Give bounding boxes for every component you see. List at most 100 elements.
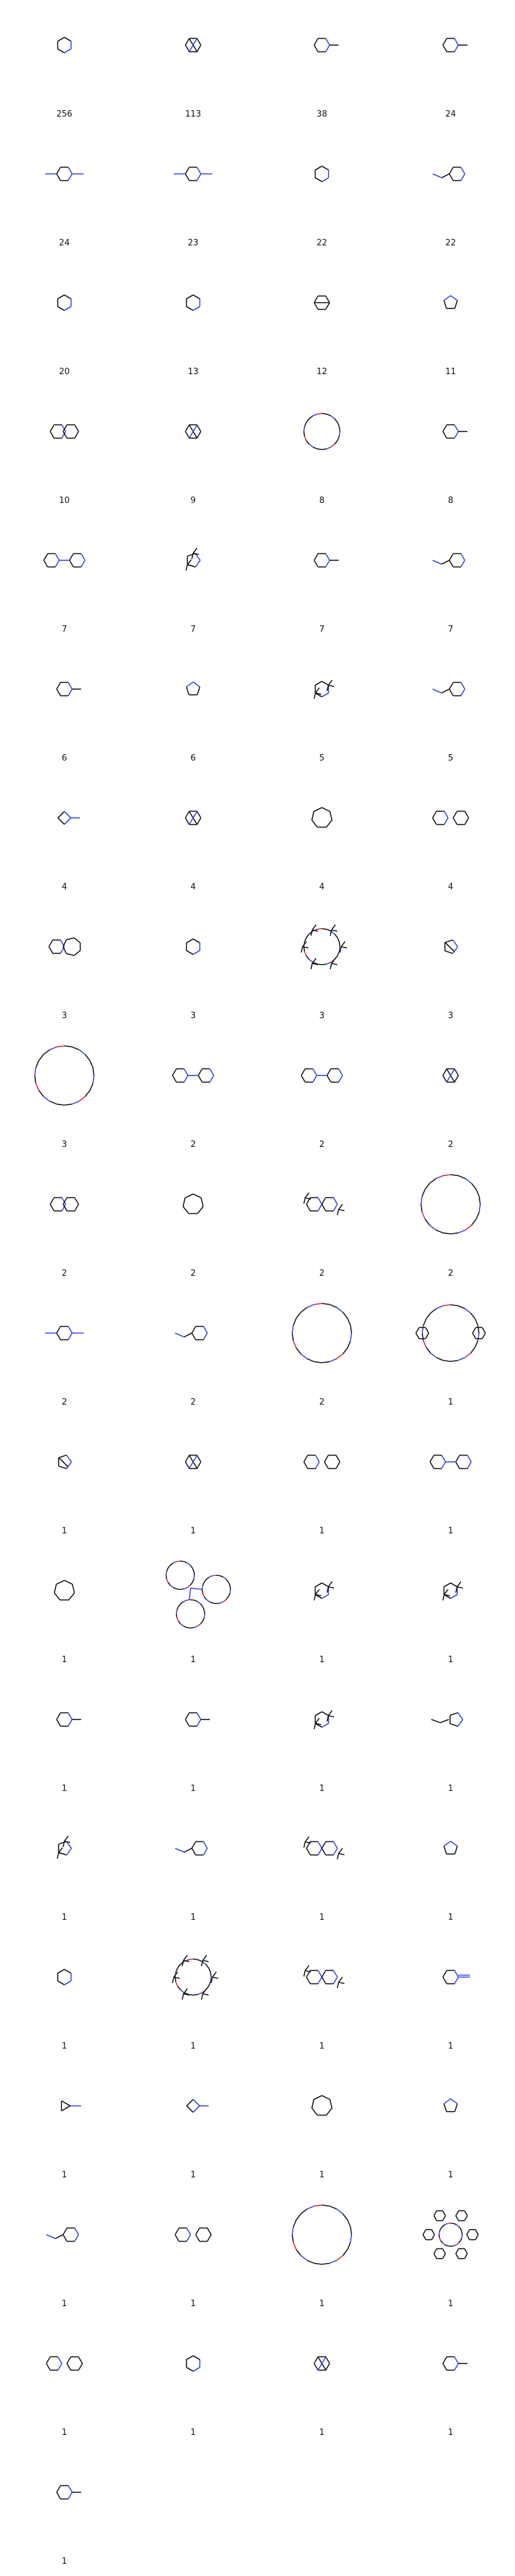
molecule-structure-drawing bbox=[303, 1192, 345, 1216]
molecule-cell: 1 bbox=[386, 2061, 515, 2190]
molecule-count-label: 4 bbox=[447, 882, 454, 892]
molecule-structure-drawing bbox=[56, 1712, 81, 1727]
molecule-count-label: 1 bbox=[319, 1784, 325, 1794]
molecule-count-label: 38 bbox=[316, 109, 328, 119]
molecule-cell: 8 bbox=[258, 386, 386, 515]
molecule-cell: 1 bbox=[129, 1932, 258, 2061]
molecule-cell: 5 bbox=[386, 644, 515, 773]
molecule-cell: 2 bbox=[386, 1159, 515, 1288]
molecule-count-label: 2 bbox=[61, 1397, 68, 1407]
molecule-cell: 1 bbox=[0, 1932, 129, 2061]
molecule-structure-drawing bbox=[442, 1969, 470, 1985]
molecule-cell: 1 bbox=[0, 2318, 129, 2447]
molecule-count-label: 2 bbox=[190, 1397, 196, 1407]
molecule-count-label: 3 bbox=[190, 1011, 196, 1021]
molecule-cell: 3 bbox=[129, 902, 258, 1030]
molecule-structure-drawing bbox=[432, 810, 469, 826]
molecule-count-label: 2 bbox=[319, 1269, 325, 1278]
molecule-cell: 22 bbox=[386, 129, 515, 258]
molecule-cell: 7 bbox=[129, 515, 258, 644]
molecule-count-label: 1 bbox=[61, 1784, 68, 1794]
molecule-cell: 3 bbox=[0, 1030, 129, 1159]
molecule-structure-drawing bbox=[431, 1712, 464, 1727]
molecule-structure-drawing bbox=[311, 2095, 333, 2116]
molecule-count-label: 1 bbox=[190, 1655, 196, 1665]
molecule-structure-drawing bbox=[174, 166, 212, 182]
molecule-cell: 2 bbox=[0, 1288, 129, 1417]
molecule-structure-drawing bbox=[292, 2204, 352, 2265]
molecule-structure-drawing bbox=[311, 807, 333, 828]
molecule-cell: 1 bbox=[258, 1803, 386, 1932]
molecule-cell: 1 bbox=[129, 1417, 258, 1546]
molecule-structure-drawing bbox=[442, 424, 467, 439]
molecule-structure-drawing bbox=[443, 1841, 458, 1855]
molecule-structure-drawing bbox=[185, 1454, 201, 1470]
molecule-structure-drawing bbox=[57, 811, 80, 825]
molecule-cell: 1 bbox=[386, 1803, 515, 1932]
molecule-count-label: 5 bbox=[447, 753, 454, 763]
molecule-count-label: 22 bbox=[316, 238, 328, 248]
molecule-count-label: 2 bbox=[447, 1269, 454, 1278]
molecule-structure-drawing bbox=[314, 1581, 335, 1601]
molecule-count-label: 1 bbox=[61, 1526, 68, 1536]
molecule-count-label: 7 bbox=[61, 625, 68, 634]
molecule-count-label: 1 bbox=[447, 2299, 454, 2309]
molecule-structure-drawing bbox=[186, 2099, 209, 2113]
molecule-cell: 1 bbox=[258, 2190, 386, 2318]
molecule-structure-drawing bbox=[57, 1835, 72, 1859]
molecule-cell: 1 bbox=[129, 2318, 258, 2447]
molecule-cell: 1 bbox=[258, 1932, 386, 2061]
molecule-cell: 4 bbox=[0, 773, 129, 902]
molecule-structure-drawing bbox=[172, 1955, 219, 2000]
molecule-count-label: 1 bbox=[447, 1655, 454, 1665]
molecule-structure-drawing bbox=[442, 2356, 467, 2371]
molecule-count-label: 1 bbox=[190, 1913, 196, 1922]
molecule-structure-drawing bbox=[301, 1068, 343, 1083]
molecule-cell: 1 bbox=[258, 1417, 386, 1546]
molecule-count-label: 9 bbox=[190, 496, 196, 506]
molecule-structure-drawing bbox=[174, 1841, 208, 1856]
molecule-count-label: 1 bbox=[319, 1655, 325, 1665]
molecule-cell: 1 bbox=[258, 1546, 386, 1674]
molecule-count-label: 1 bbox=[447, 1397, 454, 1407]
molecule-structure-drawing bbox=[185, 810, 201, 826]
molecule-structure-drawing bbox=[185, 547, 201, 571]
molecule-structure-drawing bbox=[45, 1325, 84, 1341]
molecule-count-label: 7 bbox=[190, 625, 196, 634]
molecule-count-label: 1 bbox=[61, 2041, 68, 2051]
molecule-structure-drawing bbox=[185, 37, 201, 53]
molecule-cell: 2 bbox=[129, 1159, 258, 1288]
molecule-count-label: 8 bbox=[319, 496, 325, 506]
molecule-count-label: 1 bbox=[319, 1526, 325, 1536]
molecule-cell: 2 bbox=[0, 1159, 129, 1288]
molecule-structure-drawing bbox=[50, 1197, 79, 1212]
molecule-cell: 4 bbox=[129, 773, 258, 902]
molecule-structure-drawing bbox=[314, 37, 339, 53]
molecule-cell: 1 bbox=[0, 2447, 129, 2576]
molecule-structure-drawing bbox=[443, 2098, 458, 2112]
molecule-structure-drawing bbox=[422, 2210, 479, 2260]
molecule-count-label: 1 bbox=[319, 2170, 325, 2180]
molecule-structure-drawing bbox=[185, 681, 201, 696]
molecule-structure-drawing bbox=[442, 1581, 464, 1601]
molecule-count-label: 7 bbox=[447, 625, 454, 634]
molecule-count-label: 1 bbox=[447, 1526, 454, 1536]
molecule-cell: 22 bbox=[258, 129, 386, 258]
molecule-structure-drawing bbox=[185, 938, 201, 955]
molecule-structure-drawing bbox=[57, 294, 72, 311]
molecule-structure-drawing bbox=[432, 166, 465, 182]
molecule-structure-drawing bbox=[185, 2355, 201, 2372]
molecule-count-label: 5 bbox=[319, 753, 325, 763]
molecule-count-label: 1 bbox=[447, 2041, 454, 2051]
molecule-structure-drawing bbox=[415, 1304, 486, 1362]
molecule-cell: 1 bbox=[129, 2061, 258, 2190]
molecule-count-label: 2 bbox=[190, 1269, 196, 1278]
molecule-count-label: 1 bbox=[319, 2299, 325, 2309]
molecule-cell: 2 bbox=[258, 1288, 386, 1417]
molecule-cell: 1 bbox=[258, 1674, 386, 1803]
molecule-count-label: 1 bbox=[190, 2428, 196, 2438]
molecule-cell: 113 bbox=[129, 0, 258, 129]
molecule-count-label: 3 bbox=[319, 1011, 325, 1021]
molecule-structure-drawing bbox=[314, 679, 335, 699]
molecule-count-label: 2 bbox=[190, 1140, 196, 1150]
